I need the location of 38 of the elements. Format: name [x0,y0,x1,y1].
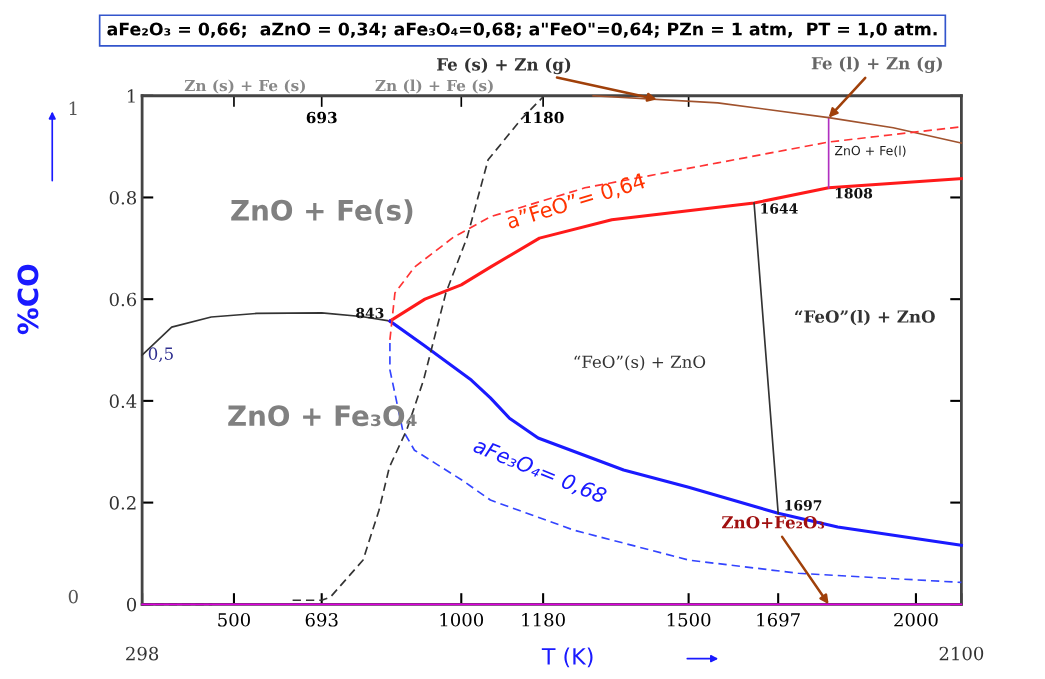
annotation: ZnO + Fe(l) [834,145,906,157]
x-tick-label: 1500 [667,612,711,627]
text: 298 [126,646,159,661]
text: 0 [68,589,78,604]
annotation: Fe (s) + Zn (g) [437,57,571,75]
text: 2100 [939,646,984,661]
annotation: ZnO + Fe₃O₄ [228,405,417,427]
y-tick-label: 0.4 [109,394,137,408]
x-tick-label: 693 [305,612,338,627]
x-tick-label: 2000 [894,612,938,627]
line-series [592,94,963,144]
x-axis-title: T (K) [541,647,593,668]
annotation: ZnO + Fe(s) [231,199,413,225]
text: 1 [69,101,77,115]
y-axis-title: %CO [17,264,39,335]
x-tick-label: 1180 [522,612,565,627]
y-tick-label: 0.6 [109,292,137,307]
text: Zn (s) + Fe (s) [184,79,305,94]
x2-tick-label: 693 [306,111,337,124]
x-tick-label: 1000 [440,612,484,627]
annotation: “FeO”(l) + ZnO [795,309,935,326]
annotation: 0,5 [148,347,173,362]
annotation: 1697 [785,500,822,511]
chart-title: aFe₂O₃ = 0,66; aZnO = 0,34; aFe₃O₄=0,68; a"FeO"=0,64; PZn = 1 atm, PT = 1,0 atm. [107,22,937,38]
annotation: 1644 [761,203,798,214]
y-tick-label: 1 [127,89,135,103]
annotation: 843 [356,307,384,319]
y-tick-label: 0 [126,597,137,612]
y-tick-label: 0.2 [109,496,136,510]
annotation: ZnO+Fe₂O₃ [722,515,825,529]
text: Zn (l) + Fe (s) [375,79,493,94]
x-tick-label: 1697 [757,612,800,627]
y-tick-label: 0.8 [109,190,137,205]
annotation: 1808 [835,188,873,199]
annotation: “FeO”(s) + ZnO [574,355,706,371]
x2-tick-label: 1180 [523,111,564,124]
x-tick-label: 500 [218,612,250,627]
annotation: Fe (l) + Zn (g) [811,56,942,74]
